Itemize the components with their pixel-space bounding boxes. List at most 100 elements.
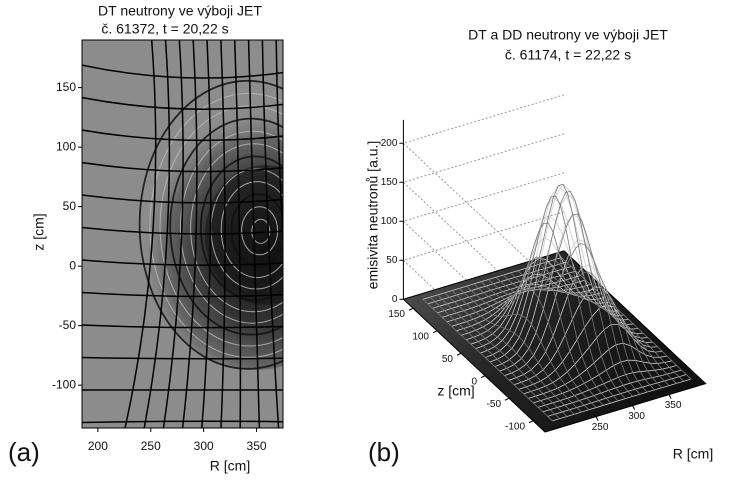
mesh-line: [510, 213, 641, 395]
mesh-line: [553, 259, 685, 382]
surface: 0 50 100 150 200 -100-50 0 50 100 150 250 300 350: [381, 94, 707, 433]
line-of-sight: [82, 324, 283, 329]
line-of-sight: [162, 40, 184, 428]
mesh-line: [485, 185, 624, 358]
y-tick-label: 100: [56, 139, 76, 153]
frame: [81, 39, 284, 429]
mesh-line: [524, 268, 655, 391]
mesh-line: [470, 237, 610, 345]
z-tick-label: 100: [381, 216, 398, 227]
mesh-line: [539, 263, 670, 386]
contour: [220, 181, 283, 279]
x-tick: [668, 394, 672, 399]
line-of-sight: [82, 226, 283, 235]
z-tick-label: 0: [392, 294, 398, 305]
mesh-line: [480, 222, 612, 404]
x-tick-label: 250: [141, 439, 161, 453]
y-tick-label: 100: [412, 331, 429, 342]
y-tick: [528, 420, 534, 424]
panel-label: (a): [8, 437, 40, 467]
y-tick-label: 150: [388, 309, 405, 320]
z-tick-label: 200: [381, 138, 398, 149]
y-tick-label: 150: [56, 80, 76, 94]
x-tick-label: 350: [665, 400, 682, 411]
x-tick: [632, 405, 636, 410]
z-tick-label: 50: [386, 255, 398, 266]
y-tick-label: -50: [59, 318, 77, 332]
y-tick-label: 50: [442, 354, 454, 365]
x-axis-label: R [cm]: [673, 446, 713, 462]
line-of-sight: [82, 129, 283, 142]
mesh-line: [437, 294, 568, 417]
y-tick: [456, 352, 462, 356]
mesh-line: [459, 288, 590, 411]
y-tick-label: 50: [63, 199, 77, 213]
title-line: č. 61174, t = 22,22 s: [505, 47, 631, 63]
y-tick-label: -100: [505, 421, 525, 432]
y-tick-label: -50: [487, 399, 502, 410]
mesh-line: [451, 290, 582, 413]
mesh-line: [547, 374, 687, 417]
x-tick-label: 300: [628, 411, 645, 422]
x-axis-label: R [cm]: [210, 458, 250, 474]
line-of-sight: [124, 40, 157, 428]
mesh-line: [456, 283, 596, 332]
mesh-line: [480, 197, 620, 354]
y-axis-label: z [cm]: [31, 213, 47, 250]
contour: [190, 143, 283, 313]
mesh-line: [432, 266, 572, 309]
line-of-sight: [220, 40, 226, 428]
mesh-line: [561, 257, 692, 380]
title-line: č. 61372, t = 20,22 s: [101, 21, 228, 37]
z-tick-label: 150: [381, 177, 398, 188]
panel-b: 0 50 100 150 200 -100-50 0 50 100 150 250 300 350 DT…: [365, 27, 714, 467]
line-of-sight: [143, 40, 171, 428]
mesh-line: [546, 261, 677, 384]
mesh-line: [495, 183, 626, 399]
y-tick: [504, 397, 510, 401]
contour: [138, 79, 283, 370]
mesh-line: [466, 285, 597, 408]
mesh-line: [533, 359, 672, 404]
mesh-line: [517, 243, 648, 393]
mesh-line: [532, 266, 663, 389]
mesh-line: [552, 378, 692, 422]
line-of-sight: [233, 40, 242, 428]
line-of-sight: [82, 259, 283, 266]
y-axis-label: z [cm]: [437, 383, 474, 399]
y-tick: [432, 330, 438, 334]
line-of-sight: [82, 291, 283, 298]
mesh-line: [489, 183, 629, 363]
contour: [241, 206, 279, 256]
x-tick-label: 200: [88, 439, 108, 453]
mesh-line: [422, 299, 553, 422]
mesh-line: [437, 270, 577, 314]
line-of-sight: [275, 40, 283, 251]
panel-label: (b): [368, 437, 400, 467]
mesh-line: [422, 257, 562, 300]
line-of-sight: [247, 40, 261, 428]
x-tick-label: 250: [592, 422, 609, 433]
mesh-line: [528, 342, 668, 399]
y-tick: [480, 375, 486, 379]
contour: [149, 92, 283, 358]
x-tick-label: 350: [247, 439, 267, 453]
contours: [82, 40, 283, 428]
y-tick-label: 0: [471, 376, 477, 387]
image-area: [82, 40, 283, 428]
mesh-line: [473, 256, 604, 406]
line-of-sight: [82, 194, 283, 204]
mesh-line: [444, 292, 575, 415]
title-line: DT neutrony ve výboji JET: [98, 3, 262, 19]
z-axis-label: emisivita neutronů [a.u.]: [365, 141, 381, 290]
contour: [199, 155, 283, 302]
mesh-line: [502, 190, 633, 397]
line-of-sight: [82, 161, 283, 173]
x-tick-label: 300: [194, 439, 214, 453]
contour: [230, 193, 283, 268]
contour: [179, 130, 283, 324]
mesh-line: [537, 365, 677, 408]
mesh-line: [494, 193, 634, 367]
x-tick: [595, 416, 599, 421]
